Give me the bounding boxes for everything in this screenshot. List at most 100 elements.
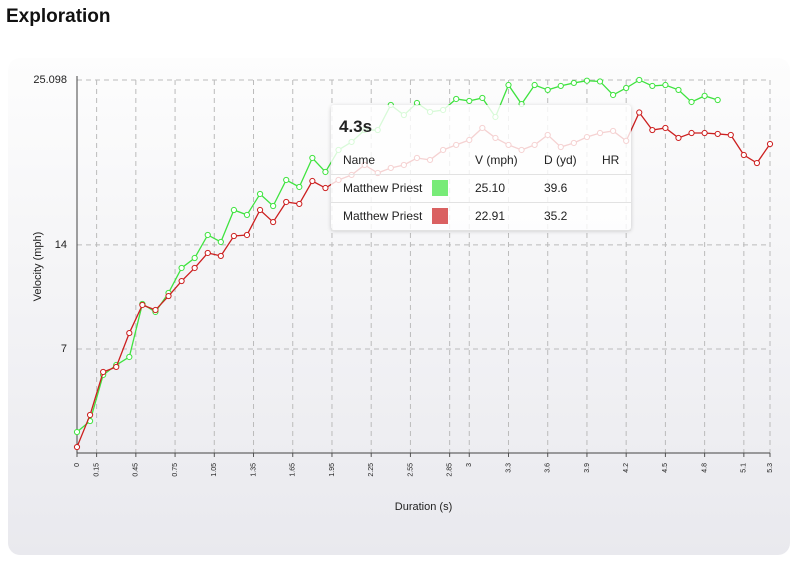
tooltip-value: 22.91 (475, 209, 506, 223)
x-tick-label: 3.3 (505, 463, 512, 473)
data-point (309, 177, 316, 185)
data-point (479, 94, 486, 102)
data-point (505, 81, 512, 89)
data-point (191, 254, 198, 262)
data-point (204, 231, 211, 239)
data-point (243, 211, 251, 219)
x-tick-label: 3 (466, 463, 473, 467)
data-point (296, 200, 303, 208)
y-tick-label: 14 (55, 239, 67, 251)
data-point (165, 292, 172, 300)
data-point (217, 238, 224, 246)
data-point (230, 232, 238, 240)
x-tick-label: 3.9 (584, 463, 591, 473)
data-point (256, 190, 264, 198)
data-point (283, 176, 290, 184)
x-tick-label: 5.1 (741, 463, 748, 473)
tooltip-name: Matthew Priest (343, 181, 423, 195)
data-point (714, 96, 721, 104)
x-axis-label: Duration (s) (395, 501, 452, 513)
data-point (309, 154, 316, 162)
data-point (270, 218, 277, 226)
data-point (243, 231, 251, 239)
tooltip-value: 25.10 (475, 181, 506, 195)
data-point (701, 129, 708, 137)
data-point (86, 411, 94, 419)
data-point (544, 86, 551, 94)
x-tick-label: 2.25 (368, 463, 375, 477)
data-point (740, 151, 747, 159)
data-point (701, 92, 708, 99)
data-point (596, 78, 604, 85)
data-point (688, 98, 695, 106)
x-tick-label: 0 (74, 463, 81, 467)
tooltip-column-header: V (mph) (475, 153, 518, 167)
data-point (570, 79, 577, 87)
data-point (217, 252, 224, 260)
page-title: Exploration (6, 6, 111, 27)
x-tick-label: 0.75 (172, 463, 179, 477)
tooltip-value: 35.2 (544, 209, 568, 223)
x-tick-label: 2.55 (407, 463, 414, 477)
data-point (100, 368, 107, 376)
data-point (557, 82, 564, 90)
data-point (649, 126, 656, 134)
x-tick-label: 0.15 (93, 463, 100, 477)
data-point (453, 95, 460, 103)
data-point (283, 198, 290, 206)
data-point (662, 81, 669, 89)
data-point (256, 206, 264, 214)
data-point (649, 82, 656, 90)
data-point (322, 184, 329, 192)
data-point (73, 428, 81, 436)
data-point (583, 77, 591, 84)
series-swatch (432, 180, 448, 196)
x-tick-label: 1.65 (290, 463, 297, 477)
tooltip: 4.3s Name V (mph) D (yd) HR Matthew Priest 25… (331, 105, 631, 231)
data-point (753, 159, 761, 167)
tooltip-title: 4.3s (339, 117, 373, 136)
x-tick-label: 1.35 (250, 463, 257, 477)
x-tick-label: 1.05 (211, 463, 218, 477)
tooltip-column-header: Name (343, 153, 376, 167)
data-point (73, 443, 81, 451)
tooltip-column-header: HR (602, 153, 620, 167)
x-tick-label: 2.85 (446, 463, 453, 477)
data-point (126, 329, 133, 337)
separator (331, 230, 631, 231)
data-point (178, 277, 185, 285)
data-point (204, 249, 211, 257)
data-point (466, 97, 473, 105)
data-point (636, 109, 643, 116)
separator (331, 174, 631, 175)
x-tick-label: 1.95 (329, 463, 336, 477)
tooltip-value: 39.6 (544, 181, 568, 195)
data-point (714, 130, 721, 138)
data-point (727, 131, 734, 139)
data-point (178, 264, 185, 272)
data-point (322, 168, 329, 176)
data-point (636, 76, 643, 84)
data-point (662, 124, 669, 132)
x-tick-label: 3.6 (545, 463, 552, 473)
x-tick-label: 4.5 (662, 463, 669, 473)
series-swatch (432, 208, 448, 224)
data-point (230, 206, 238, 214)
data-point (152, 306, 159, 314)
data-point (675, 134, 682, 142)
data-point (623, 84, 630, 92)
x-tick-label: 5.3 (767, 463, 774, 473)
tooltip-column-header: D (yd) (544, 153, 577, 167)
data-point (675, 86, 682, 94)
data-point (191, 264, 198, 272)
data-point (688, 129, 695, 137)
x-tick-label: 0.45 (133, 463, 140, 477)
data-point (766, 140, 774, 148)
x-tick-label: 4.2 (623, 463, 630, 473)
data-point (296, 183, 303, 191)
data-point (139, 301, 146, 309)
y-tick-label: 25.098 (33, 74, 67, 86)
y-tick-label: 7 (61, 343, 67, 355)
